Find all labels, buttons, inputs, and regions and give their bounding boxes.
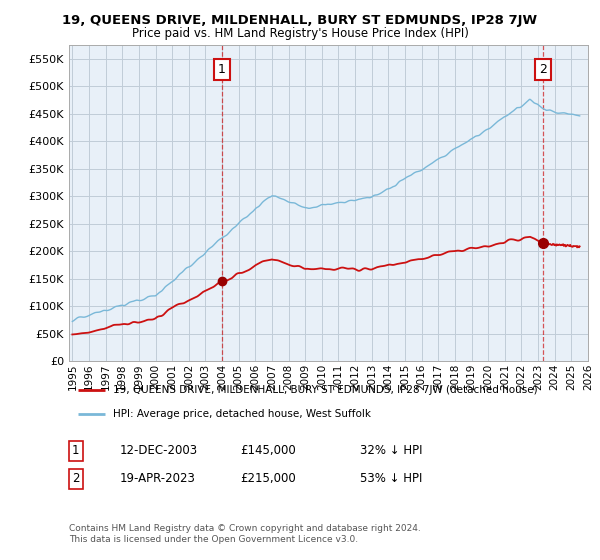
Text: This data is licensed under the Open Government Licence v3.0.: This data is licensed under the Open Gov… bbox=[69, 535, 358, 544]
Text: 1: 1 bbox=[218, 63, 226, 76]
Text: £145,000: £145,000 bbox=[240, 444, 296, 458]
Text: Price paid vs. HM Land Registry's House Price Index (HPI): Price paid vs. HM Land Registry's House … bbox=[131, 27, 469, 40]
Text: Contains HM Land Registry data © Crown copyright and database right 2024.: Contains HM Land Registry data © Crown c… bbox=[69, 524, 421, 533]
Text: 19-APR-2023: 19-APR-2023 bbox=[120, 472, 196, 486]
Text: 19, QUEENS DRIVE, MILDENHALL, BURY ST EDMUNDS, IP28 7JW: 19, QUEENS DRIVE, MILDENHALL, BURY ST ED… bbox=[62, 14, 538, 27]
Text: HPI: Average price, detached house, West Suffolk: HPI: Average price, detached house, West… bbox=[113, 409, 371, 419]
Text: 2: 2 bbox=[539, 63, 547, 76]
Text: 32% ↓ HPI: 32% ↓ HPI bbox=[360, 444, 422, 458]
Text: 2: 2 bbox=[72, 472, 79, 486]
Text: 12-DEC-2003: 12-DEC-2003 bbox=[120, 444, 198, 458]
Text: £215,000: £215,000 bbox=[240, 472, 296, 486]
Text: 53% ↓ HPI: 53% ↓ HPI bbox=[360, 472, 422, 486]
Text: 19, QUEENS DRIVE, MILDENHALL, BURY ST EDMUNDS, IP28 7JW (detached house): 19, QUEENS DRIVE, MILDENHALL, BURY ST ED… bbox=[113, 385, 538, 395]
Text: 1: 1 bbox=[72, 444, 79, 458]
